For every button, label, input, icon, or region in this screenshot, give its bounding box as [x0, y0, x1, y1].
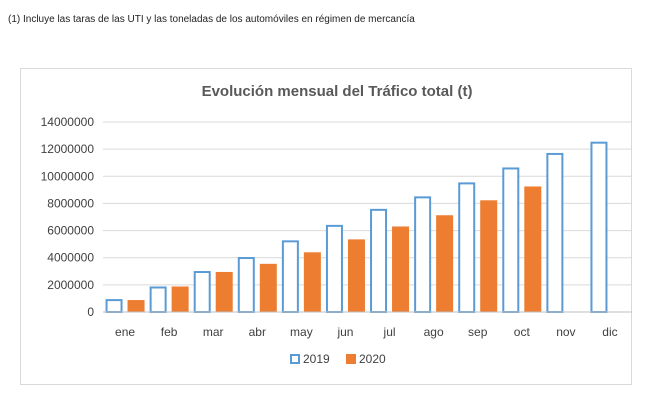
bar-2019-jun — [325, 224, 343, 313]
bar-2019-oct — [502, 167, 520, 313]
bar-2020-sep — [480, 200, 498, 312]
bar-2020-ene — [127, 300, 145, 312]
x-tick-label: may — [290, 325, 313, 339]
bar-2020-oct — [524, 186, 542, 312]
x-tick-label: jul — [383, 325, 396, 339]
bar-2019-dic — [590, 141, 608, 313]
bar-2020-jun — [347, 239, 365, 312]
y-tick-label: 10000000 — [41, 169, 95, 183]
x-axis-ticks: ene feb mar abr may jun jul ago sep oct nov dic — [115, 325, 618, 339]
x-tick-label: oct — [514, 325, 531, 339]
legend: 2019 2020 — [290, 352, 386, 366]
x-tick-label: jun — [336, 325, 353, 339]
bar-2019-mar — [193, 271, 211, 313]
y-tick-label: 6000000 — [47, 224, 94, 238]
x-tick-label: nov — [556, 325, 575, 339]
gridlines — [103, 121, 632, 286]
legend-swatch-2020 — [346, 354, 356, 364]
y-tick-label: 12000000 — [41, 142, 95, 156]
bar-2020-ago — [436, 215, 454, 312]
chart-title: Evolución mensual del Tráfico total (t) — [202, 83, 473, 100]
bar-2020-may — [303, 252, 321, 312]
y-tick-label: 2000000 — [47, 278, 94, 292]
bars — [105, 141, 608, 314]
bar-2020-feb — [171, 286, 189, 312]
bar-2020-abr — [259, 263, 277, 312]
y-axis-ticks: 0 2000000 4000000 6000000 8000000 10000000 120… — [41, 115, 95, 319]
bar-2019-may — [281, 240, 299, 313]
bar-2019-ago — [414, 196, 432, 313]
bar-2020-jul — [392, 226, 410, 312]
bar-2019-jul — [370, 208, 388, 314]
x-tick-label: abr — [249, 325, 266, 339]
y-tick-label: 14000000 — [41, 115, 95, 129]
bar-2020-mar — [215, 271, 233, 312]
legend-label-2020: 2020 — [359, 352, 386, 366]
x-tick-label: sep — [468, 325, 488, 339]
y-tick-label: 0 — [87, 305, 94, 319]
x-tick-label: ago — [424, 325, 444, 339]
x-tick-label: ene — [115, 325, 135, 339]
footnote: (1) Incluye las taras de las UTI y las t… — [8, 14, 415, 25]
x-tick-label: dic — [602, 325, 617, 339]
bar-2019-feb — [149, 286, 167, 314]
bar-2019-ene — [105, 299, 123, 314]
x-tick-label: mar — [203, 325, 224, 339]
bar-2019-nov — [546, 152, 564, 313]
y-tick-label: 8000000 — [47, 196, 94, 210]
legend-label-2019: 2019 — [303, 352, 330, 366]
x-tick-label: feb — [161, 325, 178, 339]
bar-2019-abr — [237, 257, 255, 313]
legend-swatch-2019 — [290, 354, 300, 364]
bar-2019-sep — [458, 182, 476, 313]
y-tick-label: 4000000 — [47, 251, 94, 265]
